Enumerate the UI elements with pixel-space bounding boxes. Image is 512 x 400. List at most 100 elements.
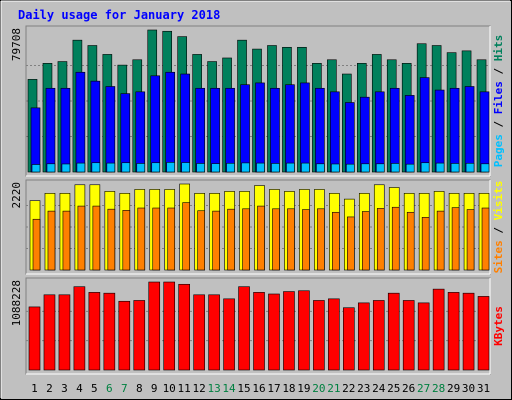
bar-kbytes-day-11 [178, 283, 190, 371]
bar-pages-day-23 [360, 163, 370, 173]
bar-kbytes-day-22 [343, 307, 355, 371]
bar-pages-day-25 [390, 163, 400, 173]
bar-kbytes-day-17 [268, 293, 280, 371]
x-tick-label: 29 [447, 382, 460, 395]
bar-kbytes-day-6 [103, 292, 116, 371]
x-tick-label: 26 [402, 382, 415, 395]
bar-pages-day-24 [375, 163, 385, 173]
x-tick-label: 20 [312, 382, 325, 395]
bar-files-day-16 [255, 82, 265, 173]
legend-label: Hits [492, 35, 505, 62]
legend-label: Sites [492, 240, 505, 273]
bar-sites-day-18 [287, 208, 295, 271]
bar-files-day-25 [389, 87, 400, 173]
bar-pages-day-30 [465, 162, 475, 173]
bar-sites-day-21 [332, 211, 340, 271]
x-tick-label: 7 [121, 382, 128, 395]
legend-label: / [492, 114, 505, 134]
bar-files-day-28 [434, 89, 445, 173]
x-tick-label: 8 [136, 382, 143, 395]
legend-label: / [492, 61, 505, 81]
bar-kbytes-day-30 [462, 292, 475, 371]
bar-kbytes-day-12 [193, 294, 205, 371]
bar-kbytes-day-14 [223, 298, 235, 371]
bar-sites-day-22 [347, 216, 355, 271]
bar-kbytes-day-3 [58, 294, 71, 371]
bar-pages-day-7 [121, 162, 131, 173]
x-tick-label: 1 [31, 382, 38, 395]
x-tick-label: 5 [91, 382, 98, 395]
bar-pages-day-5 [91, 162, 101, 173]
bar-pages-day-28 [435, 162, 445, 173]
x-tick-label: 13 [207, 382, 220, 395]
bar-files-day-3 [60, 87, 71, 173]
bar-pages-day-17 [271, 163, 280, 173]
bar-kbytes-day-7 [118, 300, 131, 371]
bar-files-day-4 [75, 71, 86, 173]
bar-kbytes-day-24 [372, 300, 385, 371]
legend-label: Files [492, 81, 505, 114]
bar-sites-day-12 [197, 210, 205, 271]
bar-kbytes-day-8 [133, 300, 146, 371]
bar-files-day-19 [300, 82, 310, 173]
bar-kbytes-day-5 [88, 292, 101, 371]
panel-hits_files_pages: 79708 Pages / Files / Hits [10, 25, 505, 177]
x-tick-label: 9 [151, 382, 158, 395]
side-legend-top: Pages / Files / Hits [492, 35, 505, 168]
x-tick-label: 30 [462, 382, 475, 395]
bar-sites-day-27 [421, 217, 430, 271]
bar-sites-day-26 [406, 211, 415, 271]
x-tick-label: 16 [252, 382, 265, 395]
x-tick-label: 14 [222, 382, 236, 395]
bar-sites-day-23 [361, 211, 370, 271]
x-tick-label: 31 [477, 382, 490, 395]
bar-files-day-15 [240, 84, 250, 173]
bar-files-day-9 [150, 75, 161, 173]
bar-files-day-29 [449, 87, 460, 173]
bar-kbytes-day-20 [313, 300, 325, 371]
x-tick-label: 17 [267, 382, 280, 395]
bar-kbytes-day-27 [417, 302, 430, 371]
legend-label: Visits [492, 181, 505, 221]
bar-files-day-5 [90, 80, 101, 173]
bar-sites-day-7 [122, 210, 131, 271]
bar-kbytes-day-2 [43, 294, 56, 371]
bar-sites-day-11 [182, 202, 190, 271]
bar-pages-day-9 [151, 162, 161, 173]
bar-kbytes-day-18 [283, 291, 295, 371]
bar-sites-day-8 [137, 207, 146, 271]
bar-files-day-11 [180, 73, 190, 173]
bar-files-day-14 [225, 87, 235, 173]
x-tick-label: 2 [46, 382, 53, 395]
bar-sites-day-2 [47, 210, 56, 271]
bar-pages-day-1 [31, 164, 41, 173]
bar-sites-day-3 [62, 210, 71, 271]
bar-files-day-10 [165, 71, 176, 173]
x-tick-label: 10 [163, 382, 176, 395]
bar-pages-day-11 [181, 162, 190, 173]
bar-files-day-17 [270, 87, 280, 173]
bar-sites-day-10 [167, 207, 176, 271]
bar-kbytes-day-4 [73, 286, 86, 371]
bar-pages-day-31 [480, 163, 490, 173]
bar-pages-day-22 [346, 163, 355, 173]
legend-label: KBytes [492, 306, 505, 346]
bar-files-day-8 [135, 91, 146, 173]
x-tick-label: 12 [193, 382, 206, 395]
bar-sites-day-17 [272, 208, 280, 271]
bar-files-day-18 [285, 84, 295, 173]
bar-sites-day-6 [107, 208, 116, 271]
x-tick-label: 25 [387, 382, 400, 395]
side-legend-middle: Sites / Visits [492, 181, 505, 274]
bar-sites-day-16 [257, 205, 265, 271]
panel-visits_sites: 2220 Sites / Visits [10, 179, 505, 275]
bar-pages-day-18 [286, 162, 295, 173]
bar-sites-day-19 [302, 209, 310, 271]
bar-files-day-12 [195, 87, 205, 173]
bar-files-day-6 [105, 86, 116, 173]
x-tick-label: 15 [237, 382, 250, 395]
x-tick-label: 6 [106, 382, 113, 395]
bar-pages-day-20 [316, 163, 325, 173]
x-tick-label: 4 [76, 382, 83, 395]
